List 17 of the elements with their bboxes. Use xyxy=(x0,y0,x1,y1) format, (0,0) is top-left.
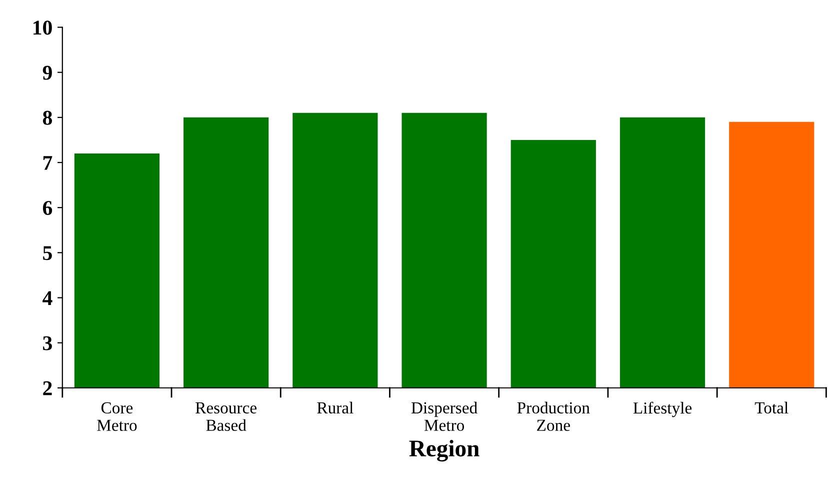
x-tick-label: Production Zone xyxy=(517,402,590,431)
y-tick-label: 7 xyxy=(43,156,52,170)
x-axis-title: Region xyxy=(409,440,480,462)
x-tick-label: Resource Based xyxy=(196,402,256,431)
y-tick-label: 6 xyxy=(42,201,52,216)
y-tick-label: 8 xyxy=(42,110,52,125)
x-tick-label: Rural xyxy=(317,402,354,414)
x-tick-label: Core Metro xyxy=(97,402,137,431)
x-tick-label: Lifestyle xyxy=(633,402,692,418)
x-tick-label: Total xyxy=(754,402,788,414)
y-tick-label: 5 xyxy=(43,246,52,260)
y-tick-label: 10 xyxy=(34,20,52,35)
y-tick-label: 4 xyxy=(42,291,52,305)
y-tick-label: 3 xyxy=(43,336,52,350)
x-tick-label: Dispersed Metro xyxy=(411,402,478,431)
y-tick-label: 9 xyxy=(42,66,52,80)
y-tick-label: 2 xyxy=(43,381,52,396)
